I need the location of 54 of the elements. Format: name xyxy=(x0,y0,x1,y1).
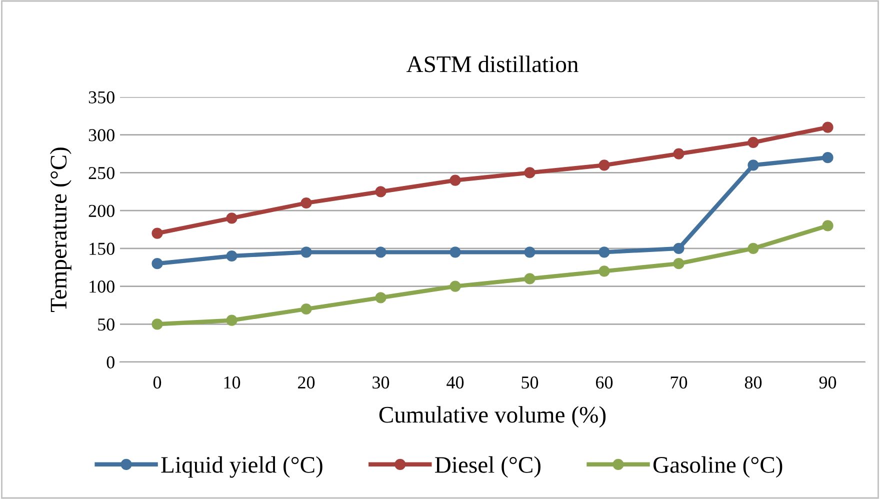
point xyxy=(226,250,238,262)
point xyxy=(524,167,536,178)
point xyxy=(375,186,386,198)
point xyxy=(450,280,461,292)
y-tick-label: 150 xyxy=(90,242,114,255)
point xyxy=(375,292,386,304)
point xyxy=(226,314,238,326)
x-tick-label: 0 xyxy=(153,376,162,389)
point xyxy=(673,242,684,254)
point xyxy=(598,246,610,258)
x-tick-label: 50 xyxy=(522,376,538,389)
y-tick-label: 300 xyxy=(88,129,114,142)
point xyxy=(375,246,386,258)
point xyxy=(524,273,536,284)
point xyxy=(300,303,312,315)
point xyxy=(524,246,536,258)
point xyxy=(822,220,834,232)
y-tick-label: 0 xyxy=(106,356,114,368)
point xyxy=(226,212,238,224)
legend-label: Gasoline (°C) xyxy=(653,456,782,478)
point xyxy=(300,197,312,209)
point xyxy=(673,148,684,160)
point xyxy=(450,174,461,186)
chart-title: ASTM distillation xyxy=(406,56,578,72)
y-tick-label: 50 xyxy=(98,318,114,331)
point xyxy=(598,160,610,171)
x-axis-title: Cumulative volume (%) xyxy=(379,406,606,428)
x-tick-label: 10 xyxy=(224,376,240,389)
point xyxy=(152,258,163,270)
x-tick-label: 90 xyxy=(819,376,836,389)
point xyxy=(748,160,759,171)
point xyxy=(300,246,312,258)
legend-label: Diesel (°C) xyxy=(435,456,540,478)
point xyxy=(748,136,759,148)
y-axis-title: Temperature (°C) xyxy=(50,148,72,312)
point xyxy=(152,228,163,239)
x-tick-label: 70 xyxy=(670,376,688,389)
point xyxy=(450,246,461,258)
x-tick-label: 80 xyxy=(744,376,762,389)
point xyxy=(673,258,684,270)
point xyxy=(822,152,834,164)
x-tick-label: 30 xyxy=(372,376,390,389)
y-tick-label: 200 xyxy=(88,204,114,218)
x-tick-label: 20 xyxy=(298,376,315,389)
point xyxy=(822,122,834,133)
point xyxy=(748,242,759,254)
x-tick-label: 40 xyxy=(446,376,464,389)
y-tick-label: 250 xyxy=(88,166,114,180)
point xyxy=(598,266,610,277)
x-tick-label: 60 xyxy=(596,376,613,389)
y-tick-label: 100 xyxy=(90,280,114,293)
y-tick-label: 350 xyxy=(88,91,114,104)
legend-label: Liquid yield (°C) xyxy=(161,456,322,478)
point xyxy=(152,318,163,330)
